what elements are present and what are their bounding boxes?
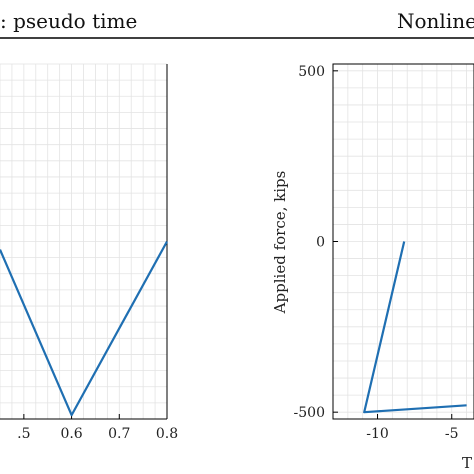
right-y-tick-label: 500 [298,64,325,80]
right-x-axis-label: T [462,454,472,472]
right-gridlines [332,64,474,419]
right-series-line [363,241,467,414]
left-gridlines [0,63,168,420]
left-series-line [0,240,168,417]
right-plot: 500 0 -500 -10 -5 Applied force, kips T [271,63,474,472]
right-x-tick-label: -10 [366,426,389,442]
right-x-tick-label: -5 [445,426,459,442]
right-y-axis-label: Applied force, kips [271,171,289,315]
right-y-tick-label: -500 [294,405,325,421]
left-x-tick-label: 0.8 [156,426,178,442]
right-y-tick-label: 0 [316,235,325,251]
right-chart-title: Nonline [397,9,474,33]
left-x-ticks: .5 0.6 0.7 0.8 [17,414,178,442]
left-x-tick-label: .5 [17,426,30,442]
right-series [363,241,467,414]
right-ticks: 500 0 -500 -10 -5 [294,64,459,442]
left-series [0,240,168,417]
header-strip [0,0,474,38]
left-x-tick-label: 0.6 [60,426,82,442]
left-x-tick-label: 0.7 [108,426,130,442]
left-plot: .5 0.6 0.7 0.8 [0,63,178,442]
left-chart-title: : pseudo time [0,9,137,33]
